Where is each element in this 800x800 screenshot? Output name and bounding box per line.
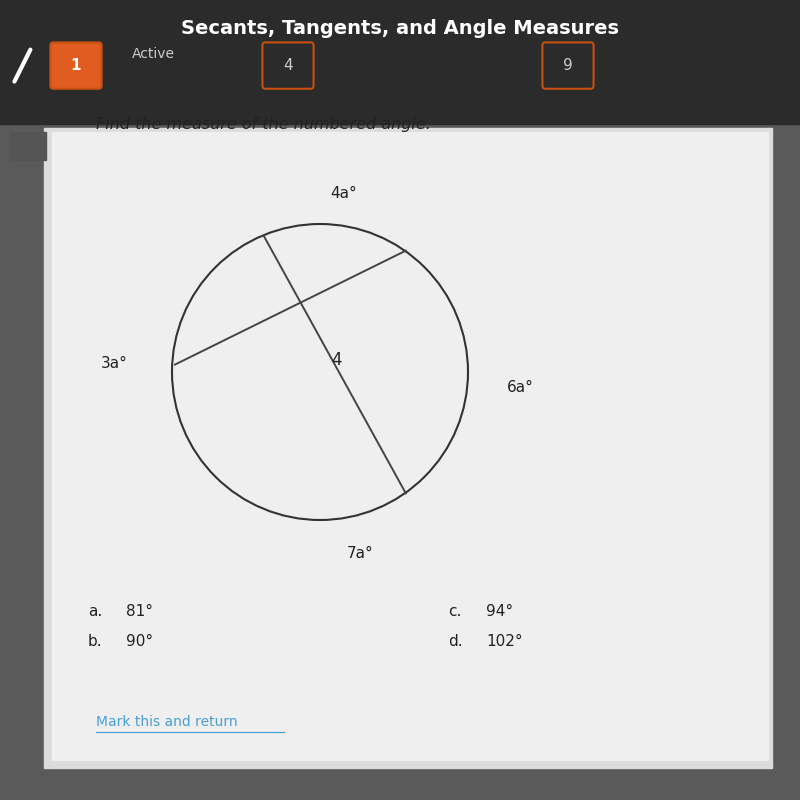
Text: 81°: 81° bbox=[126, 605, 154, 619]
Text: Find the measure of the numbered angle.: Find the measure of the numbered angle. bbox=[96, 117, 431, 131]
Text: 7a°: 7a° bbox=[346, 546, 374, 561]
Text: Quiz: Quiz bbox=[68, 47, 102, 62]
Text: d.: d. bbox=[448, 634, 462, 649]
Text: 4: 4 bbox=[283, 58, 293, 73]
Text: a.: a. bbox=[88, 605, 102, 619]
Text: 1: 1 bbox=[70, 58, 82, 73]
Text: Active: Active bbox=[132, 47, 175, 62]
FancyBboxPatch shape bbox=[50, 42, 102, 89]
Text: b.: b. bbox=[88, 634, 102, 649]
Text: 6a°: 6a° bbox=[506, 381, 534, 395]
Bar bbox=[52, 132, 768, 760]
Text: Secants, Tangents, and Angle Measures: Secants, Tangents, and Angle Measures bbox=[181, 18, 619, 38]
Text: 4a°: 4a° bbox=[330, 186, 358, 201]
Text: 4: 4 bbox=[330, 351, 342, 369]
Text: c.: c. bbox=[448, 605, 462, 619]
Text: 9: 9 bbox=[563, 58, 573, 73]
Bar bbox=[0, 0, 800, 124]
Bar bbox=[10, 132, 46, 160]
Text: 3a°: 3a° bbox=[101, 357, 128, 371]
Text: 94°: 94° bbox=[486, 605, 514, 619]
Text: 90°: 90° bbox=[126, 634, 154, 649]
Text: Mark this and return: Mark this and return bbox=[96, 714, 238, 729]
Text: 102°: 102° bbox=[486, 634, 523, 649]
Bar bbox=[44, 128, 772, 768]
